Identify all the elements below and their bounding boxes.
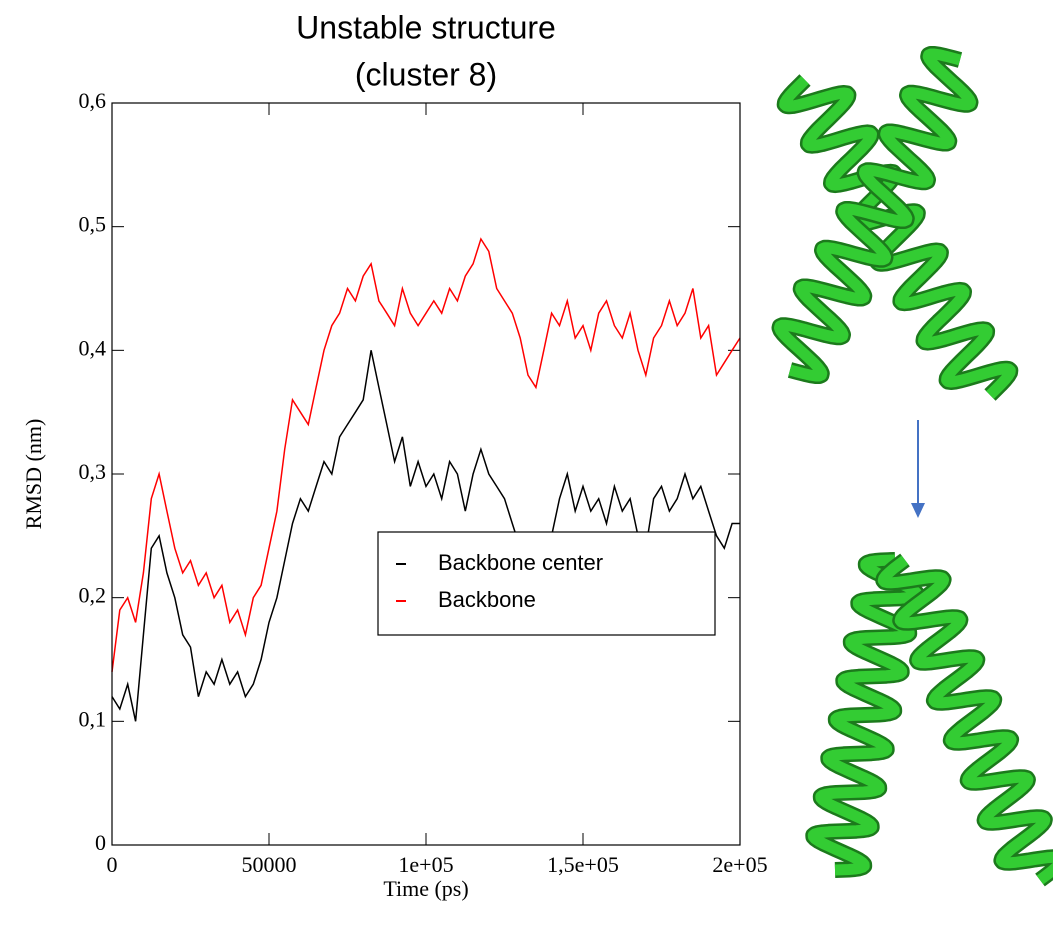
y-tick-label: 0,3 <box>79 459 107 484</box>
series-line <box>111 237 741 672</box>
x-tick-label: 0 <box>107 852 118 877</box>
chart-subtitle: (cluster 8) <box>355 56 497 92</box>
y-axis-label: RMSD (nm) <box>21 419 46 530</box>
y-tick-label: 0,5 <box>79 212 107 237</box>
helix <box>807 554 923 876</box>
y-tick-label: 0,6 <box>79 88 107 113</box>
y-tick-label: 0 <box>95 830 106 855</box>
x-axis-label: Time (ps) <box>383 876 468 901</box>
x-tick-label: 1e+05 <box>398 852 453 877</box>
x-tick-label: 50000 <box>242 852 297 877</box>
x-tick-label: 2e+05 <box>712 852 767 877</box>
y-tick-label: 0,1 <box>79 706 107 731</box>
chart-title: Unstable structure <box>296 9 556 45</box>
helix <box>779 76 1016 399</box>
helix <box>877 555 1053 885</box>
arrow-head <box>911 503 925 518</box>
legend-label: Backbone center <box>438 550 603 575</box>
helix <box>774 48 976 382</box>
plot-frame <box>111 102 741 846</box>
y-tick-label: 0,4 <box>79 335 107 360</box>
legend-box <box>377 531 716 636</box>
structures <box>771 46 1053 887</box>
x-tick-label: 1,5e+05 <box>547 852 619 877</box>
y-tick-label: 0,2 <box>79 583 107 608</box>
series-line <box>111 350 740 722</box>
legend-label: Backbone <box>438 587 536 612</box>
